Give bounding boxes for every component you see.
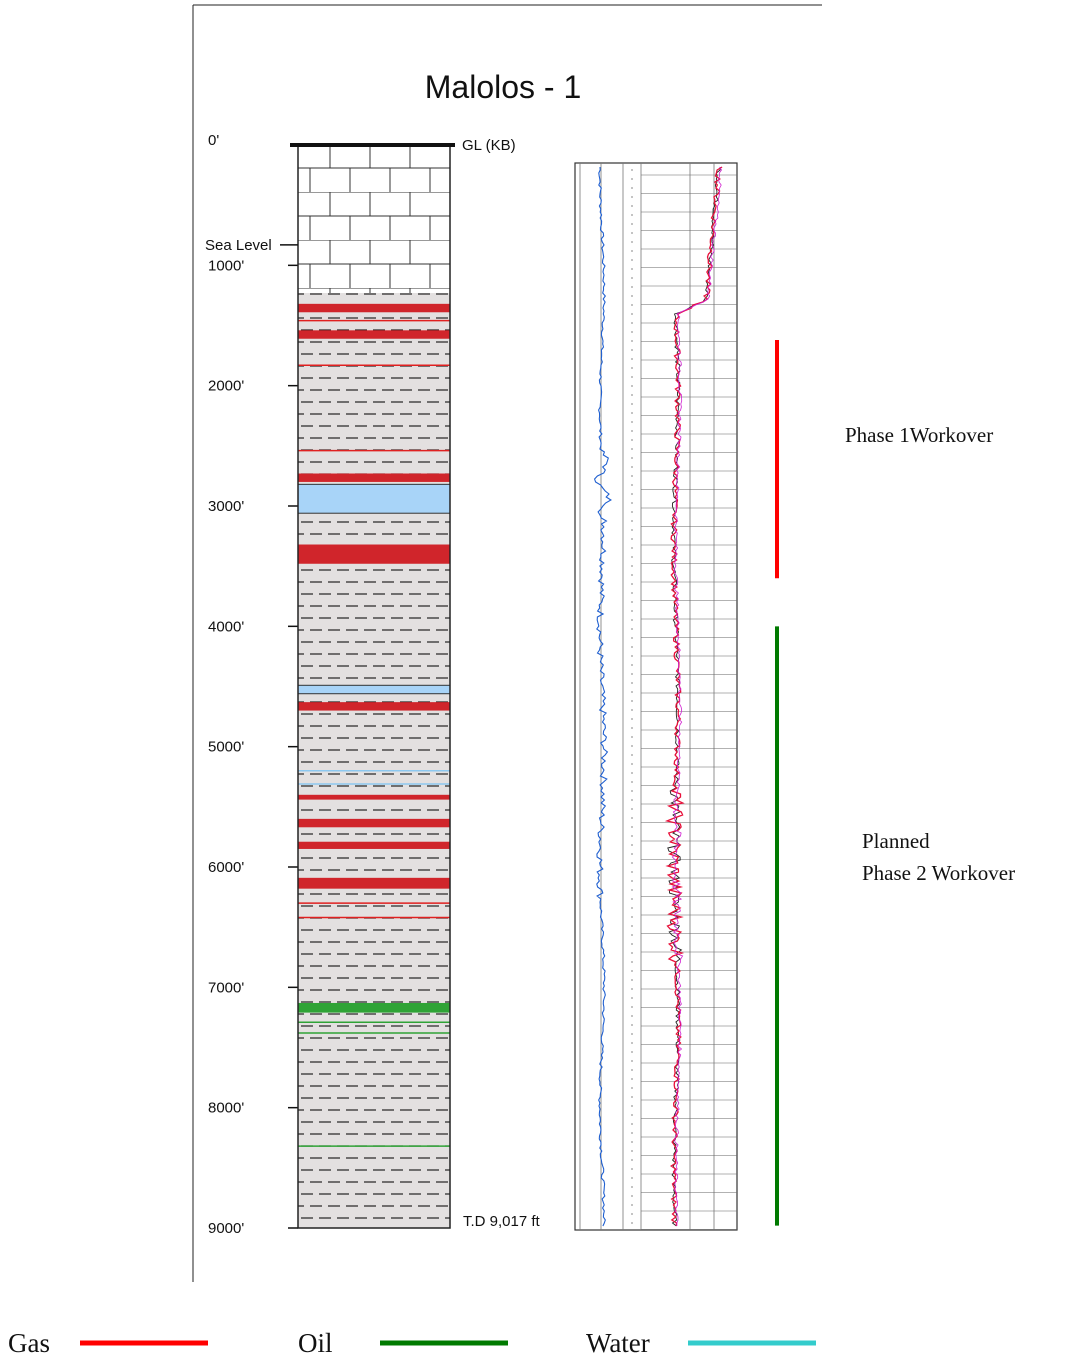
sea-level-label: Sea Level — [205, 237, 272, 254]
depth-tick-label: 5000' — [208, 739, 244, 756]
well-log-panel — [574, 162, 738, 1231]
legend-label-oil: Oil — [298, 1328, 333, 1358]
resistivity-shallow-curve — [664, 166, 723, 1227]
depth-axis: 0' 1000' 2000' 3000' 4000' 5000' 6000' 7000' 800… — [208, 132, 298, 1237]
workover-label: Planned — [862, 829, 930, 853]
gas-zone — [298, 818, 450, 828]
shale-section — [298, 293, 450, 1228]
limestone-section — [298, 145, 450, 294]
ground-level-label: GL (KB) — [462, 137, 516, 154]
gas-zone — [298, 877, 450, 889]
lithology-column — [290, 143, 455, 1229]
workover-label: Phase 2 Workover — [862, 861, 1015, 885]
workover-label: Phase 1Workover — [845, 423, 993, 447]
gas-zone — [298, 544, 450, 564]
gas-zone — [298, 702, 450, 711]
log-frame — [574, 162, 738, 1231]
legend-label-water: Water — [586, 1328, 650, 1358]
well-title: Malolos - 1 — [425, 69, 582, 105]
total-depth-label: T.D 9,017 ft — [463, 1213, 541, 1230]
water-zone — [297, 684, 451, 695]
depth-tick-label: 0' — [208, 132, 219, 149]
gas-zone — [298, 303, 450, 313]
depth-tick-label: 8000' — [208, 1100, 244, 1117]
legend: Gas Oil Water — [8, 1328, 816, 1358]
resistivity-medium-curve — [671, 166, 722, 1226]
legend-label-gas: Gas — [8, 1328, 50, 1358]
depth-tick-label: 3000' — [208, 498, 244, 515]
fluid-zones — [297, 303, 451, 1147]
depth-tick-label: 4000' — [208, 618, 244, 635]
workover-intervals: Phase 1Workover Planned Phase 2 Workover — [775, 339, 1015, 1226]
oil-zone — [298, 1002, 450, 1013]
depth-tick-label: 9000' — [208, 1220, 244, 1237]
gas-zone — [298, 330, 450, 339]
depth-tick-label: 6000' — [208, 859, 244, 876]
depth-tick-label: 2000' — [208, 378, 244, 395]
gas-zone — [298, 794, 450, 800]
gas-zone — [298, 473, 450, 482]
depth-tick-label: 1000' — [208, 257, 244, 274]
water-zone — [297, 483, 451, 514]
depth-tick-label: 7000' — [208, 979, 244, 996]
gas-zone — [298, 841, 450, 849]
gamma-ray-curve — [593, 166, 612, 1227]
